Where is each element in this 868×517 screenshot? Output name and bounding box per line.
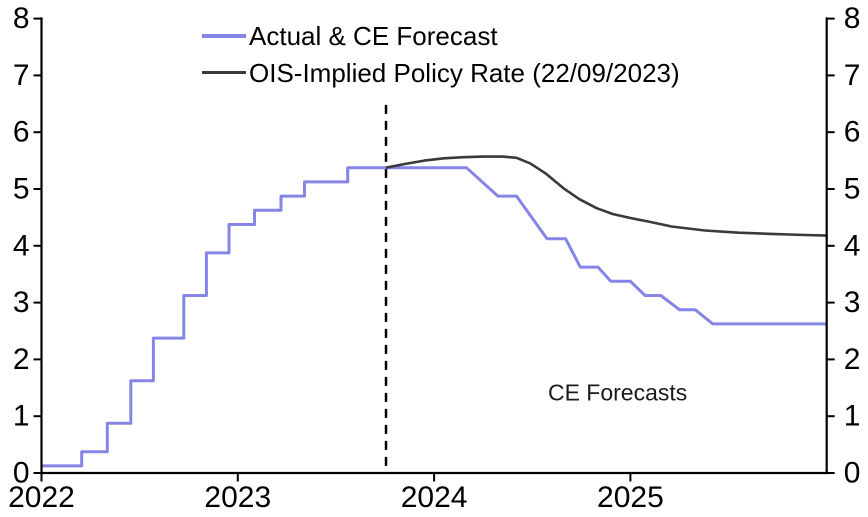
- legend: Actual & CE Forecast OIS-Implied Policy …: [202, 17, 680, 91]
- series-line-0: [41, 166, 827, 468]
- legend-line-swatch-ois: [202, 71, 246, 74]
- y-tick-label-right: 5: [844, 173, 861, 206]
- y-tick-label-right: 6: [844, 116, 861, 149]
- y-tick-label-left: 4: [13, 229, 30, 262]
- y-tick-label-left: 8: [13, 2, 30, 35]
- legend-label-ois: OIS-Implied Policy Rate (22/09/2023): [249, 57, 680, 88]
- legend-line-swatch-actual: [202, 33, 246, 38]
- y-tick-label-left: 3: [13, 286, 30, 319]
- y-tick-label-left: 5: [13, 173, 30, 206]
- y-tick-label-left: 2: [13, 343, 30, 376]
- y-tick-label-left: 6: [13, 116, 30, 149]
- x-tick-label: 2024: [401, 481, 468, 514]
- y-tick-label-right: 1: [844, 400, 861, 433]
- y-tick-label-right: 0: [844, 457, 861, 490]
- legend-item-actual: Actual & CE Forecast: [202, 17, 680, 54]
- y-tick-label-right: 3: [844, 286, 861, 319]
- x-tick-label: 2023: [204, 481, 271, 514]
- y-tick-label-right: 2: [844, 343, 861, 376]
- x-tick-label: 2025: [597, 481, 664, 514]
- y-tick-label-left: 0: [13, 457, 30, 490]
- x-tick-label: 2022: [8, 481, 75, 514]
- y-tick-label-left: 7: [13, 59, 30, 92]
- legend-label-actual: Actual & CE Forecast: [249, 20, 498, 51]
- y-tick-label-right: 7: [844, 59, 861, 92]
- ce-forecasts-annotation: CE Forecasts: [548, 379, 687, 405]
- legend-item-ois: OIS-Implied Policy Rate (22/09/2023): [202, 54, 680, 91]
- y-tick-label-right: 8: [844, 2, 861, 35]
- series-line-1: [385, 155, 827, 237]
- y-tick-label-left: 1: [13, 400, 30, 433]
- y-tick-label-right: 4: [844, 229, 861, 262]
